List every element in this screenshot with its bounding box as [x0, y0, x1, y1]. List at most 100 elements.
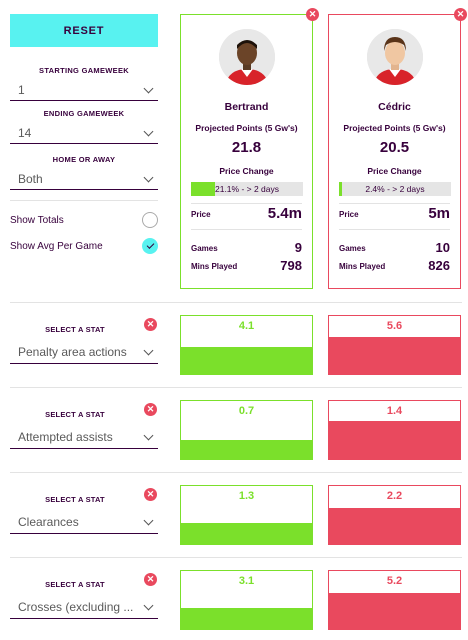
- player-2-stat-bar: [329, 420, 460, 459]
- player-2-price-label: Price: [339, 210, 359, 219]
- player-1-stat-value: 3.1: [238, 575, 255, 587]
- player-2-stat-value: 1.4: [386, 405, 403, 417]
- player-1-games: 9: [294, 240, 302, 255]
- checkmark-icon: [146, 241, 154, 249]
- stat-select-value: Crosses (excluding ...: [18, 599, 134, 614]
- home-or-away-label: HOME OR AWAY: [52, 155, 116, 164]
- player-2-mins: 826: [428, 258, 450, 273]
- filter-sidebar: RESET STARTING GAMEWEEK 1 ENDING GAMEWEE…: [10, 14, 158, 259]
- player-2-stat-box: 5.6: [328, 315, 461, 375]
- show-avg-label: Show Avg Per Game: [10, 240, 103, 252]
- player-2-avatar: [367, 29, 423, 85]
- reset-button[interactable]: RESET: [10, 14, 158, 47]
- player-1-stat-value: 0.7: [238, 405, 255, 417]
- divider: [10, 387, 462, 388]
- player-2-stat-box: 2.2: [328, 485, 461, 545]
- player-1-stat-box: 3.1: [180, 570, 313, 630]
- remove-stat-icon[interactable]: ✕: [144, 403, 157, 416]
- player-2-games: 10: [435, 240, 450, 255]
- divider: [10, 200, 158, 201]
- stat-select[interactable]: Clearances: [10, 510, 158, 534]
- player-2-price-change-label: Price Change: [367, 166, 422, 176]
- chevron-down-icon: [143, 515, 154, 526]
- divider: [191, 203, 302, 204]
- chevron-down-icon: [143, 83, 154, 94]
- divider: [10, 557, 462, 558]
- player-1-projected-points: 21.8: [231, 139, 262, 156]
- chevron-down-icon: [143, 345, 154, 356]
- player-1-projected-label: Projected Points (5 Gw's): [195, 123, 298, 133]
- stat-select-value: Attempted assists: [18, 429, 113, 444]
- divider: [10, 472, 462, 473]
- player-1-stat-box: 4.1: [180, 315, 313, 375]
- select-stat-label: SELECT A STAT: [45, 495, 105, 504]
- stat-select-value: Penalty area actions: [18, 344, 127, 359]
- starting-gameweek-label: STARTING GAMEWEEK: [39, 66, 129, 75]
- stat-select[interactable]: Attempted assists: [10, 425, 158, 449]
- show-totals-label: Show Totals: [10, 214, 64, 226]
- player-1-price-label: Price: [191, 210, 211, 219]
- player-2-mins-label: Mins Played: [339, 262, 386, 271]
- player-1-games-label: Games: [191, 244, 218, 253]
- player-2-stat-value: 5.6: [386, 320, 403, 332]
- player-1-mins-label: Mins Played: [191, 262, 238, 271]
- player-card-1: ✕ Bertrand Projected Points (5 Gw's) 21.…: [180, 8, 319, 289]
- remove-stat-icon[interactable]: ✕: [144, 318, 157, 331]
- player-card-2: ✕ Cédric Projected Points (5 Gw's) 20.5 …: [328, 8, 467, 289]
- player-2-stat-bar: [329, 508, 460, 544]
- remove-stat-icon[interactable]: ✕: [144, 573, 157, 586]
- player-2-photo: [367, 29, 423, 85]
- select-stat-label: SELECT A STAT: [45, 410, 105, 419]
- show-totals-row: Show Totals: [10, 207, 158, 233]
- ending-gameweek-value: 14: [18, 125, 32, 140]
- player-2-stat-value: 5.2: [386, 575, 403, 587]
- select-stat-label: SELECT A STAT: [45, 325, 105, 334]
- player-1-name: Bertrand: [224, 101, 269, 113]
- chevron-down-icon: [143, 172, 154, 183]
- player-1-stat-bar: [181, 346, 312, 374]
- ending-gameweek-select[interactable]: 14: [10, 122, 158, 144]
- player-1-price-change-bar: 21.1% - > 2 days: [191, 182, 303, 196]
- player-1-mins: 798: [280, 258, 302, 273]
- player-2-projected-points: 20.5: [379, 139, 410, 156]
- stat-select-value: Clearances: [18, 514, 79, 529]
- player-1-stat-bar: [181, 439, 312, 459]
- player-1-price-change-text: 21.1% - > 2 days: [214, 184, 280, 194]
- home-or-away-select[interactable]: Both: [10, 168, 158, 190]
- divider: [339, 229, 450, 230]
- starting-gameweek-select[interactable]: 1: [10, 79, 158, 101]
- divider: [191, 229, 302, 230]
- player-1-photo: [219, 29, 275, 85]
- player-1-stat-value: 4.1: [238, 320, 255, 332]
- player-2-price-change-text: 2.4% - > 2 days: [365, 184, 425, 194]
- remove-player-2-icon[interactable]: ✕: [454, 8, 467, 21]
- player-1-avatar: [219, 29, 275, 85]
- player-2-stat-box: 1.4: [328, 400, 461, 460]
- player-2-name: Cédric: [378, 101, 411, 113]
- player-2-stat-bar: [329, 336, 460, 374]
- remove-player-1-icon[interactable]: ✕: [306, 8, 319, 21]
- divider: [339, 203, 450, 204]
- player-2-stat-value: 2.2: [386, 490, 403, 502]
- remove-stat-icon[interactable]: ✕: [144, 488, 157, 501]
- player-2-price: 5m: [428, 205, 450, 222]
- stat-select[interactable]: Penalty area actions: [10, 340, 158, 364]
- stat-select[interactable]: Crosses (excluding ...: [10, 595, 158, 619]
- player-1-stat-box: 1.3: [180, 485, 313, 545]
- player-1-stat-bar: [181, 522, 312, 544]
- starting-gameweek-value: 1: [18, 82, 25, 97]
- select-stat-label: SELECT A STAT: [45, 580, 105, 589]
- show-totals-toggle[interactable]: [142, 212, 158, 228]
- chevron-down-icon: [143, 600, 154, 611]
- player-2-games-label: Games: [339, 244, 366, 253]
- player-1-stat-bar: [181, 607, 312, 629]
- ending-gameweek-label: ENDING GAMEWEEK: [43, 109, 125, 118]
- chevron-down-icon: [143, 430, 154, 441]
- player-1-stat-box: 0.7: [180, 400, 313, 460]
- home-or-away-value: Both: [18, 171, 43, 186]
- player-2-stat-bar: [329, 593, 460, 629]
- show-avg-toggle[interactable]: [142, 238, 158, 254]
- player-1-price-change-label: Price Change: [219, 166, 274, 176]
- player-2-projected-label: Projected Points (5 Gw's): [343, 123, 446, 133]
- player-2-stat-box: 5.2: [328, 570, 461, 630]
